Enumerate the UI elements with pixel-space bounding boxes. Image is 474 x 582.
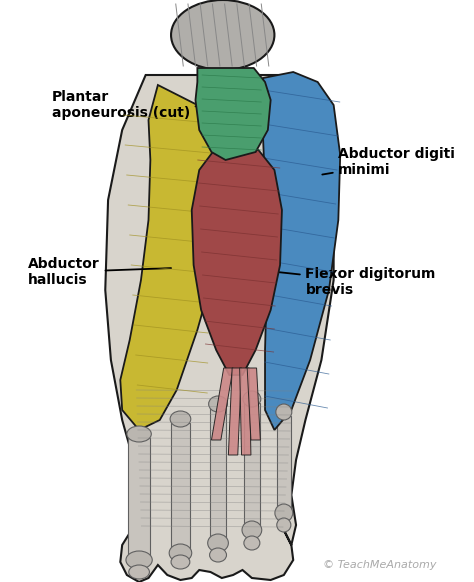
Polygon shape: [277, 416, 291, 510]
Text: Abductor digiti
minimi: Abductor digiti minimi: [322, 147, 455, 177]
Ellipse shape: [170, 411, 191, 427]
Polygon shape: [195, 68, 271, 160]
Ellipse shape: [169, 544, 191, 562]
Ellipse shape: [244, 536, 260, 550]
Ellipse shape: [277, 518, 291, 532]
Polygon shape: [105, 75, 334, 582]
Polygon shape: [171, 423, 190, 550]
Polygon shape: [210, 408, 227, 540]
Polygon shape: [120, 85, 218, 430]
Ellipse shape: [243, 391, 261, 407]
Polygon shape: [240, 368, 251, 455]
Ellipse shape: [127, 426, 151, 442]
Text: Abductor
hallucis: Abductor hallucis: [28, 257, 171, 287]
Ellipse shape: [210, 548, 227, 562]
Ellipse shape: [171, 555, 190, 569]
Polygon shape: [263, 72, 340, 430]
Polygon shape: [128, 438, 150, 557]
Polygon shape: [244, 403, 260, 527]
Text: Plantar
aponeurosis (cut): Plantar aponeurosis (cut): [52, 90, 230, 120]
Ellipse shape: [276, 404, 292, 420]
Ellipse shape: [275, 504, 293, 522]
Ellipse shape: [126, 551, 152, 569]
Ellipse shape: [129, 565, 149, 579]
Ellipse shape: [171, 0, 274, 70]
Ellipse shape: [242, 521, 262, 539]
Text: © TeachMeAnatomy: © TeachMeAnatomy: [323, 560, 436, 570]
Text: Flexor digitorum
brevis: Flexor digitorum brevis: [242, 267, 436, 297]
Ellipse shape: [208, 534, 228, 552]
Polygon shape: [228, 368, 242, 455]
Ellipse shape: [209, 396, 228, 412]
Polygon shape: [247, 368, 260, 440]
Polygon shape: [191, 150, 282, 375]
Polygon shape: [211, 368, 233, 440]
